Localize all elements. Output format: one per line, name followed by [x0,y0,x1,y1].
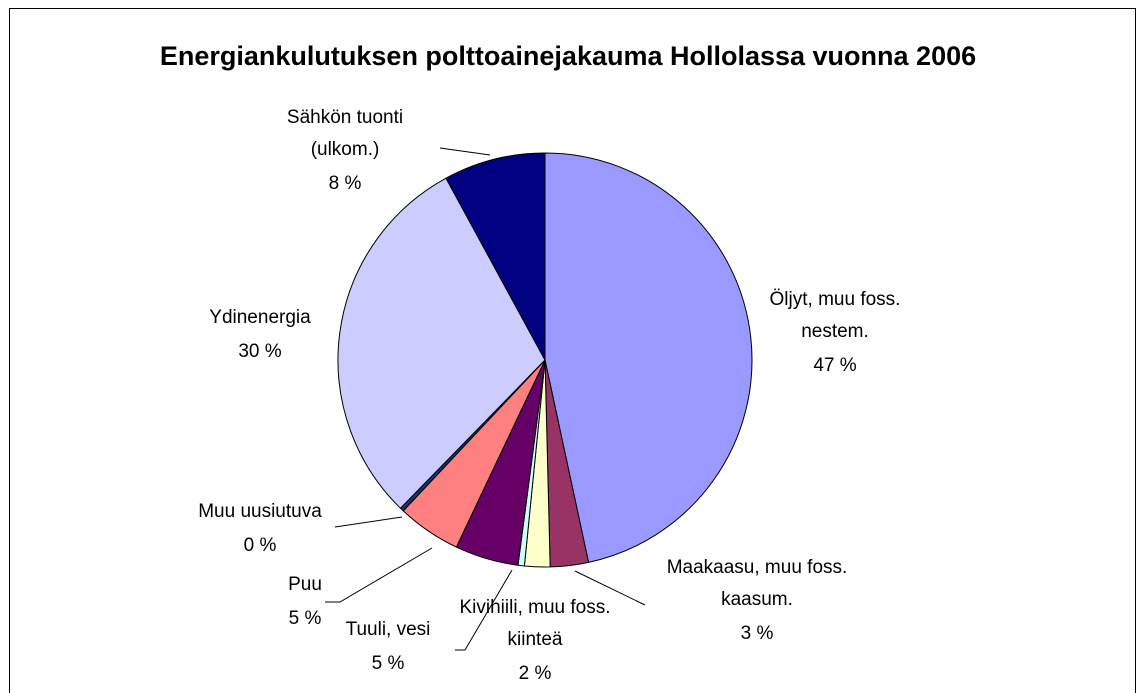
slice-value-label: 30 % [238,341,282,362]
leader-lines [325,147,646,651]
pie-slice [337,177,546,509]
slice-value-label: 3 % [740,623,774,644]
slice-label: Ydinenergia [209,307,311,328]
pie-slice [544,152,753,563]
pie-slice [445,152,546,361]
slice-label: Puu [288,574,322,595]
slice-label: Muu uusiutuva [198,501,322,522]
slice-label: Öljyt, muu foss. nestem. [769,289,901,342]
slice-value-label: 2 % [518,663,552,684]
slice-value-label: 5 % [371,653,405,674]
slice-label: Sähkön tuonti (ulkom.) [286,107,404,160]
slice-label: Kivihiili, muu foss. kiinteä [459,597,611,650]
slice-value-label: 8 % [328,173,362,194]
slice-label: Tuuli, vesi [345,619,431,640]
leader-line [334,516,403,528]
leader-line [325,547,433,603]
slice-label: Maakaasu, muu foss. kaasum. [666,557,848,610]
leader-line [439,147,491,156]
leader-line [574,570,646,606]
slice-value-label: 0 % [243,535,277,556]
leader-line [455,569,513,651]
slice-value-label: 47 % [813,355,857,376]
chart-title: Energiankulutuksen polttoainejakauma Hol… [159,41,977,71]
slice-value-label: 5 % [288,608,322,629]
